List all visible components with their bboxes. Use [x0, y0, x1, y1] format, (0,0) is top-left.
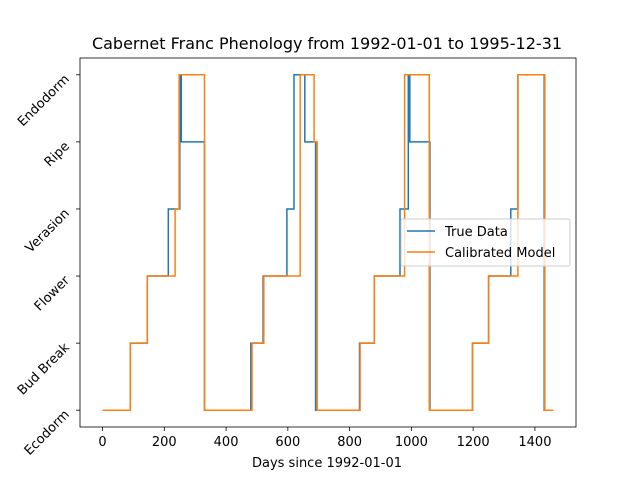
y-tick-label: Ripe	[42, 139, 73, 170]
x-tick-label: 1000	[395, 435, 428, 450]
x-tick-label: 0	[98, 435, 106, 450]
y-tick-label: Bud Break	[15, 340, 73, 398]
x-tick-label: 200	[152, 435, 177, 450]
x-tick-label: 400	[214, 435, 239, 450]
x-axis: 0 200 400 600 800 1000 1200 1400	[98, 427, 551, 450]
y-tick-label: Ecodorm	[22, 407, 73, 458]
legend-label-true-data: True Data	[444, 225, 508, 240]
x-tick-label: 1200	[457, 435, 490, 450]
series-line-calibrated-model	[102, 74, 554, 411]
legend: True Data Calibrated Model	[400, 218, 571, 267]
y-tick-label: Endodorm	[15, 72, 73, 130]
x-tick-label: 1400	[518, 435, 551, 450]
plot-area	[79, 57, 577, 428]
legend-label-calibrated-model: Calibrated Model	[445, 246, 555, 261]
y-tick-label: Verasion	[23, 206, 73, 256]
axes-frame	[79, 57, 577, 428]
y-tick-label: Flower	[32, 273, 73, 314]
y-axis: Ecodorm Bud Break Flower Verasion Ripe Endodo…	[15, 72, 80, 459]
x-tick-label: 800	[337, 435, 362, 450]
legend-box	[400, 218, 571, 267]
chart-title: Cabernet Franc Phenology from 1992-01-01…	[92, 34, 562, 53]
x-axis-label: Days since 1992-01-01	[252, 456, 402, 471]
x-tick-label: 600	[275, 435, 300, 450]
